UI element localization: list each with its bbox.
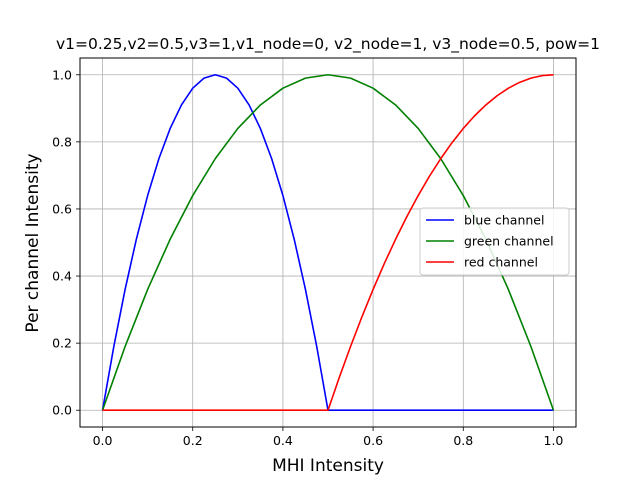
x-tick-label: 0.6 — [363, 433, 383, 448]
axis-ticks: 0.0 0.2 0.4 0.6 0.8 1.0 0.0 0.2 0.4 0.6 0.8 1.0 — [52, 67, 563, 448]
y-tick-label: 0.4 — [52, 269, 72, 284]
y-tick-label: 0.0 — [52, 403, 72, 418]
x-tick-label: 1.0 — [544, 433, 564, 448]
y-tick-label: 1.0 — [52, 67, 72, 82]
legend-box — [419, 207, 570, 276]
blue-channel-line — [101, 73, 554, 412]
legend: blue channel green channel red channel — [419, 207, 570, 276]
blue-channel-legend-label: blue channel — [464, 213, 544, 228]
chart-title: v1=0.25,v2=0.5,v3=1,v1_node=0, v2_node=1… — [56, 35, 600, 54]
x-tick-label: 0.4 — [273, 433, 293, 448]
x-tick-label: 0.0 — [93, 433, 113, 448]
x-axis-label: MHI Intensity — [272, 456, 384, 476]
y-tick-label: 0.8 — [52, 134, 72, 149]
y-tick-label: 0.2 — [52, 336, 72, 351]
green-channel-legend-label: green channel — [464, 234, 554, 249]
red-channel-line — [102, 73, 554, 412]
y-axis-label: Per channel Intensity — [23, 153, 43, 332]
plot-area-frame — [79, 57, 577, 428]
red-channel-legend-label: red channel — [464, 255, 538, 270]
x-tick-label: 0.2 — [183, 433, 203, 448]
y-tick-label: 0.6 — [52, 201, 72, 216]
x-tick-label: 0.8 — [453, 433, 473, 448]
